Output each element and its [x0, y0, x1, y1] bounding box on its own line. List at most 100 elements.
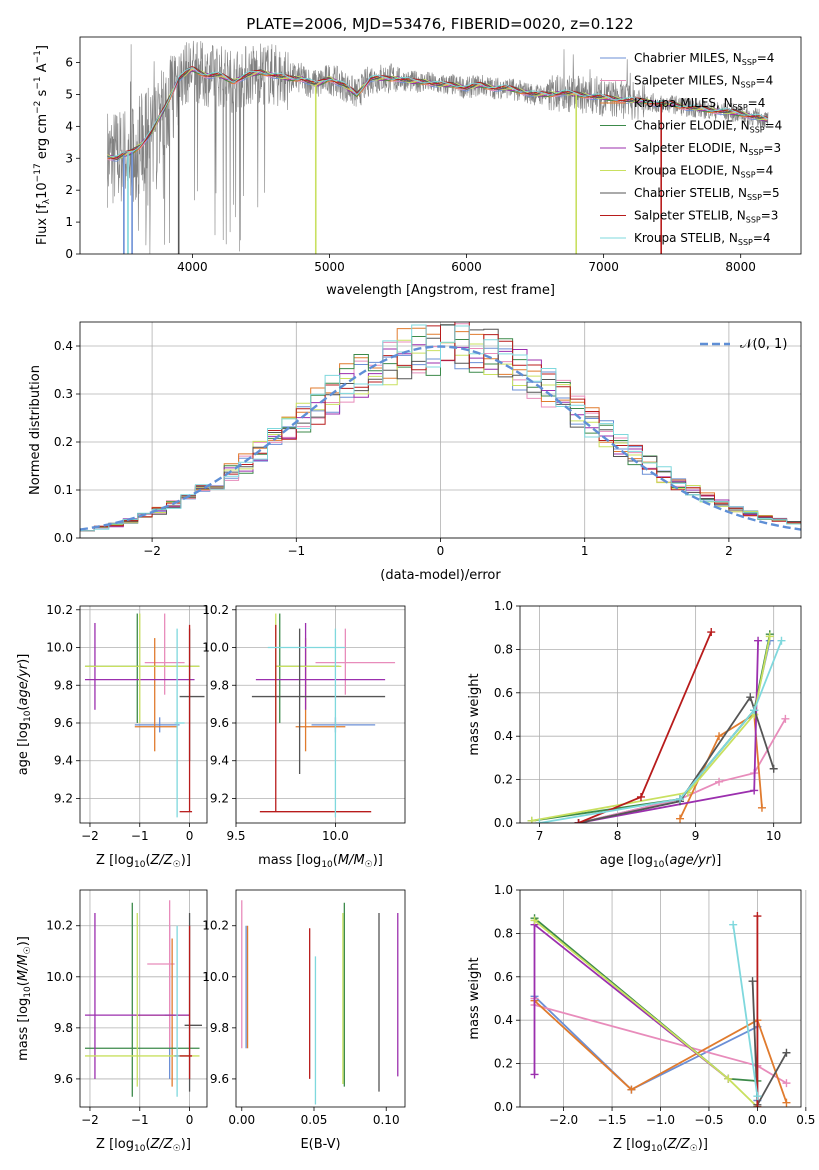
residuals-ytick-label: 0.0 — [54, 531, 73, 545]
legend-label: Salpeter STELIB, NSSP=3 — [634, 209, 778, 225]
weight-marker — [782, 1098, 791, 1107]
weight_vs_age-ytick-label: 0.2 — [494, 773, 513, 787]
mass_vs_Z-ytick-label: 9.6 — [54, 1072, 73, 1086]
residuals-ytick-label: 0.3 — [54, 387, 73, 401]
spectrum-xtick-label: 4000 — [177, 260, 208, 274]
weight_vs_age-ytick-label: 0.6 — [494, 686, 513, 700]
y-axis-label: Flux [fλ10−17 erg cm−2 s−1 A−1] — [33, 45, 52, 245]
weight_vs_age-xtick-label: 7 — [536, 829, 544, 843]
x-axis-label-part: 10 — [134, 1144, 146, 1154]
y-axis-label-part: ( — [16, 981, 31, 986]
y-axis-label-part: −17 — [33, 163, 43, 182]
residuals-xtick-label: 0 — [437, 544, 445, 558]
x-axis-label-part: )] — [373, 853, 383, 868]
age_vs_mass-ytick-label: 9.8 — [210, 678, 229, 692]
mass_vs_Z-plot-area — [84, 900, 203, 1097]
weight-marker — [676, 814, 685, 823]
legend-label-part: SSP — [733, 103, 748, 112]
weight_vs_age-xtick-label: 9 — [692, 829, 700, 843]
y-axis-label-part: ☉ — [23, 946, 33, 954]
x-axis-label-part: )] — [711, 853, 721, 868]
age_vs_mass-ytick-label: 9.2 — [210, 791, 229, 805]
mass_vs_Z-xtick-label: −1 — [131, 1113, 149, 1127]
weight_vs_Z-panel: −2.0 −1.5 −1.0 −0.5 0.0 0.5 0.0 0.2 0.4 0.6 0.8 1.0… — [467, 883, 815, 1154]
weight-marker — [627, 1085, 636, 1094]
legend-label-part: =4 — [757, 51, 775, 65]
spectrum-ytick-label: 5 — [65, 87, 73, 101]
residuals-frame — [79, 321, 802, 539]
legend-label-part: =3 — [761, 209, 779, 223]
legend-label: Kroupa ELODIE, NSSP=4 — [634, 164, 773, 180]
mass_vs_EBV-ytick-label: 10.2 — [202, 919, 229, 933]
weight_vs_Z-ytick-label: 0.4 — [494, 1013, 513, 1027]
mass_vs_EBV-xtick-label: 0.05 — [301, 1113, 328, 1127]
y-axis-label-part: 10 — [23, 986, 33, 998]
residuals-plot-area — [80, 322, 801, 532]
mass_vs_EBV-frame — [235, 889, 406, 1108]
age_vs_Z-ytick-label: 9.8 — [54, 678, 73, 692]
y-axis-label: mass [log10(M/M☉)] — [16, 936, 33, 1061]
x-axis-label-part: 10 — [651, 1144, 663, 1154]
mass_vs_EBV-ytick-label: 9.8 — [210, 1021, 229, 1035]
weight-marker — [750, 706, 759, 715]
legend-label-part: SSP — [746, 216, 761, 225]
weight-marker — [757, 803, 766, 812]
y-axis-label-part: −1 — [33, 76, 43, 89]
x-axis-label-part: ☉ — [365, 860, 373, 870]
weight_vs_age-ytick-label: 0.0 — [494, 816, 513, 830]
weight_vs_age-frame — [519, 605, 802, 824]
weight-line — [539, 640, 783, 823]
x-axis-label: Z [log10(Z/Z☉)] — [96, 1137, 191, 1154]
x-axis-label-part: 10 — [321, 860, 333, 870]
x-axis-label-part: Z/Z — [667, 1137, 691, 1152]
weight-marker — [729, 920, 738, 929]
weight_vs_age-xtick-label: 8 — [614, 829, 622, 843]
residuals-xtick-label: 1 — [581, 544, 589, 558]
model-spectrum-line — [107, 66, 768, 159]
spectrum-ytick-label: 2 — [65, 183, 73, 197]
legend-label-part: Salpeter MILES, N — [634, 74, 741, 88]
model-spectrum-line — [107, 66, 768, 160]
residuals-xtick-label: −2 — [143, 544, 161, 558]
residuals-ytick-label: 0.4 — [54, 339, 73, 353]
y-axis-label-part: ] — [35, 45, 50, 50]
mass_vs_EBV-ytick-label: 10.0 — [202, 970, 229, 984]
legend-label-part: =4 — [765, 119, 783, 133]
legend-label-part: =4 — [748, 96, 766, 110]
age_vs_Z-xtick-label: 0 — [186, 829, 194, 843]
legend-label-part: Chabrier MILES, N — [634, 51, 742, 65]
legend-label-part: SSP — [750, 126, 765, 135]
residuals-ytick-label: 0.1 — [54, 483, 73, 497]
x-axis-label-part: E(B-V) — [300, 1137, 340, 1152]
weight-marker — [574, 819, 583, 823]
x-axis-label-part: )] — [181, 1137, 191, 1152]
legend-label-part: SSP — [741, 171, 756, 180]
x-axis-label-part: ☉ — [173, 1144, 181, 1154]
spectrum-ytick-label: 0 — [65, 247, 73, 261]
age_vs_Z-xtick-label: −2 — [81, 829, 99, 843]
mass_vs_Z-xtick-label: 0 — [186, 1113, 194, 1127]
mass_vs_Z-ytick-label: 10.0 — [46, 970, 73, 984]
age_vs_Z-ytick-label: 9.6 — [54, 716, 73, 730]
model-spectrum-line — [107, 68, 768, 160]
weight-line — [531, 636, 771, 822]
legend-label-part: SSP — [747, 193, 762, 202]
x-axis-label: Z [log10(Z/Z☉)] — [96, 853, 191, 870]
x-axis-label-part: Z [log — [96, 853, 134, 868]
y-axis-label-part: 10 — [23, 710, 33, 722]
x-axis-label: age [log10(age/yr)] — [600, 853, 722, 870]
weight-line — [732, 924, 759, 1097]
weight-marker — [782, 1048, 791, 1057]
weight-line — [578, 695, 775, 823]
residuals-xtick-label: −1 — [287, 544, 305, 558]
age_vs_mass-ytick-label: 9.4 — [210, 754, 229, 768]
weight-marker — [715, 732, 724, 741]
weight-marker — [769, 764, 778, 773]
y-axis-label-part: A — [35, 63, 50, 76]
legend-label-part: Salpeter ELODIE, N — [634, 141, 748, 155]
weight_vs_age-ytick-label: 0.8 — [494, 642, 513, 656]
spectrum-xtick-label: 7000 — [588, 260, 619, 274]
weight-marker — [535, 819, 544, 823]
y-axis-label-part: s — [35, 89, 50, 100]
